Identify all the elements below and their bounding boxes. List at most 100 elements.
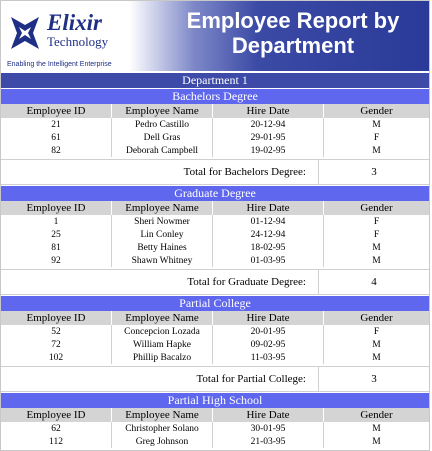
- column-header: Employee ID: [1, 311, 112, 325]
- table-cell: M: [372, 242, 381, 253]
- table-row: 21 Pedro Castillo 20-12-94 M: [1, 118, 429, 131]
- table-cell: 25: [1, 228, 112, 241]
- table-cell: 62: [1, 422, 112, 435]
- group-total-row: Total for Partial College: 3: [1, 366, 429, 392]
- table-cell: M: [372, 339, 381, 350]
- report-header: Elixir Technology Enabling the Intellige…: [1, 1, 429, 71]
- table-cell: F: [373, 132, 380, 143]
- table-cell: 01-12-94: [212, 215, 324, 228]
- employee-table: Employee ID Employee Name Hire Date Gender 5…: [1, 311, 429, 364]
- table-row: 92 Shawn Whitney 01-03-95 M: [1, 254, 429, 267]
- group-total-label: Total for Bachelors Degree:: [1, 160, 319, 184]
- table-cell: William Hapke: [111, 338, 213, 351]
- table-row: 102 Phillip Bacalzo 11-03-95 M: [1, 351, 429, 364]
- table-cell: 21-03-95: [212, 435, 324, 448]
- groups-container: Bachelors Degree Employee ID Employee Name…: [1, 89, 429, 448]
- table-cell: Shawn Whitney: [111, 254, 213, 267]
- table-cell: M: [372, 423, 381, 434]
- table-cell: 18-02-95: [212, 241, 324, 254]
- table-cell: 52: [1, 325, 112, 338]
- column-header: Gender: [323, 201, 429, 215]
- table-header-row: Employee ID Employee Name Hire Date Gender: [1, 408, 429, 422]
- table-cell: M: [372, 352, 381, 363]
- group-total-row: Total for Graduate Degree: 4: [1, 269, 429, 295]
- column-header: Employee ID: [1, 201, 112, 215]
- table-cell: 72: [1, 338, 112, 351]
- table-row: 61 Dell Gras 29-01-95 F: [1, 131, 429, 144]
- group-header: Graduate Degree: [1, 186, 429, 201]
- logo-subtitle: Technology: [47, 34, 109, 49]
- department-header: Department 1: [1, 73, 429, 88]
- table-row: 82 Deborah Campbell 19-02-95 M: [1, 144, 429, 157]
- column-header: Employee Name: [111, 408, 213, 422]
- table-row: 72 William Hapke 09-02-95 M: [1, 338, 429, 351]
- column-header: Gender: [323, 408, 429, 422]
- report-title-line-1: Employee Report by: [186, 8, 400, 33]
- employee-table: Employee ID Employee Name Hire Date Gender 1…: [1, 201, 429, 267]
- table-cell: 102: [1, 351, 112, 364]
- group-total-value: 3: [371, 166, 377, 178]
- table-cell: F: [373, 229, 380, 240]
- table-row: 1 Sheri Nowmer 01-12-94 F: [1, 215, 429, 228]
- column-header: Hire Date: [212, 311, 324, 325]
- table-header-row: Employee ID Employee Name Hire Date Gender: [1, 104, 429, 118]
- table-cell: Sheri Nowmer: [111, 215, 213, 228]
- group-total-row: Total for Bachelors Degree: 3: [1, 159, 429, 185]
- group-total-value: 3: [371, 373, 377, 385]
- company-logo: Elixir Technology Enabling the Intellige…: [5, 9, 133, 69]
- table-cell: Greg Johnson: [111, 435, 213, 448]
- table-header-row: Employee ID Employee Name Hire Date Gender: [1, 201, 429, 215]
- table-cell: 19-02-95: [212, 144, 324, 157]
- table-cell: M: [372, 145, 381, 156]
- report-title-line-2: Department: [231, 33, 355, 58]
- table-cell: Concepcion Lozada: [111, 325, 213, 338]
- table-cell: Christopher Solano: [111, 422, 213, 435]
- table-cell: Betty Haines: [111, 241, 213, 254]
- column-header: Employee Name: [111, 311, 213, 325]
- table-cell: 30-01-95: [212, 422, 324, 435]
- group-header: Bachelors Degree: [1, 89, 429, 104]
- table-cell: Pedro Castillo: [111, 118, 213, 131]
- table-cell: 29-01-95: [212, 131, 324, 144]
- table-row: 25 Lin Conley 24-12-94 F: [1, 228, 429, 241]
- table-row: 112 Greg Johnson 21-03-95 M: [1, 435, 429, 448]
- table-cell: Dell Gras: [111, 131, 213, 144]
- table-row: 81 Betty Haines 18-02-95 M: [1, 241, 429, 254]
- column-header: Gender: [323, 104, 429, 118]
- column-header: Hire Date: [212, 408, 324, 422]
- table-cell: F: [373, 326, 380, 337]
- table-cell: Deborah Campbell: [111, 144, 213, 157]
- column-header: Hire Date: [212, 104, 324, 118]
- table-cell: Lin Conley: [111, 228, 213, 241]
- table-cell: 82: [1, 144, 112, 157]
- table-cell: M: [372, 119, 381, 130]
- table-cell: 21: [1, 118, 112, 131]
- table-cell: 61: [1, 131, 112, 144]
- column-header: Employee ID: [1, 408, 112, 422]
- table-cell: Phillip Bacalzo: [111, 351, 213, 364]
- table-cell: 24-12-94: [212, 228, 324, 241]
- group-total-label: Total for Graduate Degree:: [1, 270, 319, 294]
- table-cell: 20-12-94: [212, 118, 324, 131]
- table-cell: 09-02-95: [212, 338, 324, 351]
- group-total-label: Total for Partial College:: [1, 367, 319, 391]
- table-cell: 11-03-95: [212, 351, 324, 364]
- table-row: 62 Christopher Solano 30-01-95 M: [1, 422, 429, 435]
- employee-table: Employee ID Employee Name Hire Date Gender 2…: [1, 104, 429, 157]
- column-header: Employee ID: [1, 104, 112, 118]
- report-title: Employee Report by Department: [163, 8, 423, 58]
- table-cell: F: [373, 216, 380, 227]
- table-cell: M: [372, 255, 381, 266]
- table-cell: M: [372, 436, 381, 447]
- table-row: 52 Concepcion Lozada 20-01-95 F: [1, 325, 429, 338]
- table-cell: 01-03-95: [212, 254, 324, 267]
- employee-table: Employee ID Employee Name Hire Date Gender 6…: [1, 408, 429, 448]
- table-cell: 20-01-95: [212, 325, 324, 338]
- logo-tagline: Enabling the Intelligent Enterprise: [7, 61, 112, 68]
- table-cell: 92: [1, 254, 112, 267]
- group-header: Partial High School: [1, 393, 429, 408]
- logo-name: Elixir: [47, 10, 102, 35]
- group-header: Partial College: [1, 296, 429, 311]
- table-cell: 112: [1, 435, 112, 448]
